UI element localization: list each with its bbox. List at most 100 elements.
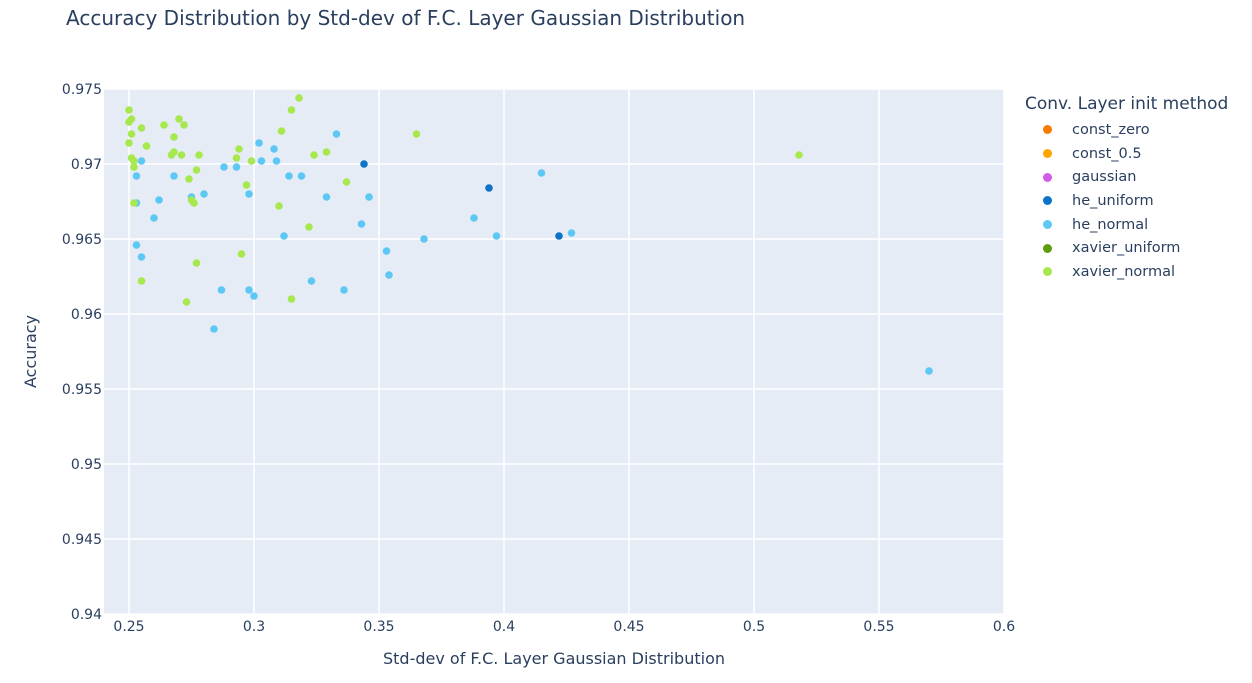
data-point-he-normal[interactable] [150,214,158,222]
legend-label: he_normal [1072,216,1149,233]
x-tick-label: 0.5 [743,619,765,635]
data-point-he-normal[interactable] [285,172,293,180]
data-point-he-normal[interactable] [250,292,258,300]
data-point-he-normal[interactable] [270,145,278,153]
data-point-xavier-normal[interactable] [305,223,313,231]
data-point-xavier-normal[interactable] [232,154,241,162]
grid [104,88,1005,615]
data-point-he-normal[interactable] [567,229,576,237]
legend-item-const-0-5[interactable]: const_0.5 [1025,142,1228,166]
data-point-xavier-normal[interactable] [127,115,136,123]
data-point-he-normal[interactable] [420,235,428,243]
data-point-he-normal[interactable] [365,193,373,201]
y-tick-label: 0.955 [62,382,102,398]
data-point-xavier-normal[interactable] [412,130,421,138]
data-point-xavier-normal[interactable] [130,163,138,171]
data-point-xavier-normal[interactable] [192,166,201,174]
x-tick-label: 0.6 [993,619,1015,635]
x-tick-label: 0.35 [363,619,394,635]
data-point-he-normal[interactable] [132,172,141,180]
data-point-he-normal[interactable] [322,193,331,201]
data-point-xavier-normal[interactable] [125,106,133,114]
data-point-he-normal[interactable] [210,325,218,333]
data-point-xavier-normal[interactable] [295,94,303,102]
legend-label: const_zero [1072,121,1150,138]
data-point-xavier-normal[interactable] [322,148,331,156]
data-point-he-normal[interactable] [245,190,253,198]
data-point-xavier-normal[interactable] [247,157,256,165]
data-point-he-normal[interactable] [925,367,933,375]
legend-label: const_0.5 [1072,145,1142,162]
x-tick-label: 0.25 [113,619,144,635]
legend-label: xavier_uniform [1072,240,1181,257]
data-point-he-normal[interactable] [137,157,146,165]
data-point-xavier-normal[interactable] [287,106,296,114]
legend-item-he-normal[interactable]: he_normal [1025,213,1228,237]
legend-items: const_zero const_0.5 gaussian he_uniform he_… [1025,118,1228,284]
data-point-xavier-normal[interactable] [310,151,318,159]
data-point-he-normal[interactable] [272,157,281,165]
data-point-he-normal[interactable] [245,286,253,294]
data-point-he-normal[interactable] [255,139,263,147]
data-point-xavier-normal[interactable] [342,178,351,186]
data-point-xavier-normal[interactable] [137,277,146,285]
data-point-he-normal[interactable] [382,247,391,255]
data-point-xavier-normal[interactable] [137,124,146,132]
data-point-xavier-normal[interactable] [190,199,198,207]
legend-marker-icon [1043,125,1052,135]
data-point-xavier-normal[interactable] [192,259,201,267]
data-point-xavier-normal[interactable] [170,148,178,156]
data-point-he-normal[interactable] [232,163,241,171]
data-point-xavier-normal[interactable] [237,250,246,258]
data-point-xavier-normal[interactable] [130,157,138,165]
data-point-he-normal[interactable] [340,286,348,294]
data-point-xavier-normal[interactable] [182,298,191,306]
data-point-xavier-normal[interactable] [180,121,188,129]
data-point-xavier-normal[interactable] [795,151,803,159]
data-point-he-normal[interactable] [280,232,288,240]
legend-item-const-zero[interactable]: const_zero [1025,118,1228,142]
data-point-he-normal[interactable] [217,286,226,294]
data-point-xavier-normal[interactable] [275,202,283,210]
data-point-he-uniform[interactable] [555,232,563,240]
legend-item-gaussian[interactable]: gaussian [1025,165,1228,189]
data-point-he-normal[interactable] [297,172,306,180]
data-point-he-normal[interactable] [357,220,366,228]
data-point-he-uniform[interactable] [485,184,493,192]
data-point-xavier-normal[interactable] [125,139,133,147]
data-point-he-normal[interactable] [332,130,341,138]
data-point-he-normal[interactable] [137,253,146,261]
legend-item-xavier-uniform[interactable]: xavier_uniform [1025,236,1228,260]
data-point-xavier-normal[interactable] [160,121,168,129]
data-point-xavier-normal[interactable] [130,199,138,207]
data-point-xavier-normal[interactable] [175,115,183,123]
data-point-xavier-normal[interactable] [142,142,151,150]
data-point-he-normal[interactable] [220,163,228,171]
data-point-he-normal[interactable] [200,190,208,198]
data-point-he-normal[interactable] [307,277,316,285]
data-point-he-normal[interactable] [470,214,478,222]
x-tick-label: 0.4 [493,619,515,635]
data-point-he-normal[interactable] [170,172,178,180]
data-point-xavier-normal[interactable] [177,151,186,159]
axis-ticks: 0.25 0.3 0.35 0.4 0.45 0.5 0.55 0.6 0.94 0.945 0.9… [62,82,1015,635]
data-point-xavier-normal[interactable] [170,133,178,141]
data-point-xavier-normal[interactable] [287,295,296,303]
data-point-xavier-normal[interactable] [235,145,243,153]
legend-label: xavier_normal [1072,263,1176,280]
data-point-xavier-normal[interactable] [185,175,193,183]
legend-item-he-uniform[interactable]: he_uniform [1025,189,1228,213]
data-point-he-normal[interactable] [155,196,163,204]
data-point-he-normal[interactable] [537,169,546,177]
data-point-he-normal[interactable] [492,232,501,240]
data-point-he-normal[interactable] [257,157,266,165]
data-point-xavier-normal[interactable] [242,181,251,189]
data-point-he-normal[interactable] [385,271,393,279]
data-point-he-normal[interactable] [132,241,141,249]
legend-item-xavier-normal[interactable]: xavier_normal [1025,260,1228,284]
data-point-xavier-normal[interactable] [277,127,286,135]
data-point-xavier-normal[interactable] [127,130,136,138]
data-point-xavier-normal[interactable] [195,151,203,159]
data-point-he-uniform[interactable] [360,160,368,168]
